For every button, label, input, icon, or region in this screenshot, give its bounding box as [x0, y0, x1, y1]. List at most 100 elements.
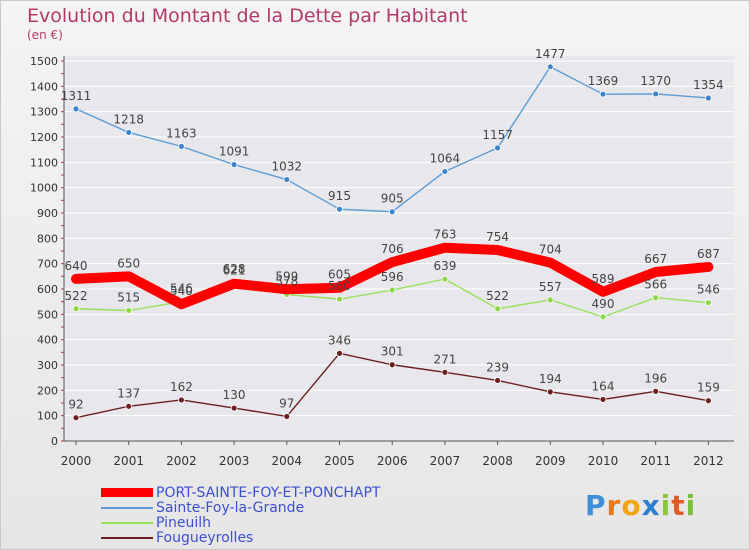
data-label: 1032: [272, 160, 303, 174]
data-label: 1354: [693, 78, 724, 92]
legend-item: Fougueyrolles: [101, 529, 381, 546]
x-tick-label: 2007: [430, 454, 461, 468]
data-point: [125, 129, 133, 136]
data-label: 578: [275, 275, 298, 289]
data-label: 599: [275, 269, 298, 283]
x-tick-label: 2003: [219, 454, 250, 468]
data-point: [283, 176, 291, 183]
y-tick-label: 1300: [30, 106, 58, 119]
data-point: [441, 368, 449, 376]
data-label: 1311: [61, 89, 92, 103]
legend-item: Pineuilh: [101, 514, 381, 531]
legend-swatch: [101, 536, 153, 539]
x-tick-label: 2005: [324, 454, 355, 468]
x-tick-label: 2001: [113, 454, 144, 468]
data-label: 704: [539, 243, 562, 257]
series-line-0: [71, 242, 714, 310]
legend: PORT-SAINTE-FOY-ET-PONCHAPT Sainte-Foy-la…: [101, 484, 381, 546]
data-label: 1477: [535, 47, 566, 61]
y-tick-label: 1400: [30, 80, 58, 93]
legend-swatch: [101, 506, 153, 509]
data-label: 346: [328, 333, 351, 347]
data-point: [441, 168, 449, 175]
brand-letter: o: [621, 489, 642, 522]
y-tick-label: 0: [51, 435, 58, 448]
data-point: [705, 94, 712, 102]
data-label: 490: [592, 297, 615, 311]
data-label: 1157: [482, 128, 513, 142]
data-point: [177, 142, 185, 150]
data-label: 905: [381, 192, 404, 206]
data-label: 650: [117, 256, 140, 270]
data-label: 301: [381, 345, 404, 359]
data-point: [388, 208, 396, 216]
data-point: [336, 205, 343, 213]
data-point: [705, 397, 712, 405]
data-label: 915: [328, 189, 351, 203]
data-label: 162: [170, 380, 193, 394]
data-point: [230, 404, 238, 412]
data-label: 667: [644, 252, 667, 266]
data-label: 557: [539, 280, 562, 294]
data-label: 546: [697, 283, 720, 297]
legend-label: Fougueyrolles: [156, 529, 254, 546]
y-tick-label: 400: [37, 334, 58, 347]
data-point: [388, 361, 396, 369]
y-tick-label: 700: [37, 258, 58, 271]
y-tick-label: 300: [37, 359, 58, 372]
data-label: 621: [223, 264, 246, 278]
data-label: 196: [644, 371, 667, 385]
x-tick-label: 2008: [482, 454, 513, 468]
data-label: 687: [697, 247, 720, 261]
brand-letter: x: [641, 489, 661, 522]
data-label: 522: [65, 289, 88, 303]
data-point: [441, 275, 449, 283]
data-label: 1163: [166, 126, 197, 140]
legend-label: Pineuilh: [156, 514, 212, 531]
legend-item: PORT-SAINTE-FOY-ET-PONCHAPT: [101, 484, 381, 501]
data-point: [336, 349, 343, 357]
data-point: [546, 388, 554, 396]
data-point: [230, 161, 238, 169]
data-label: 164: [592, 379, 615, 393]
data-point: [125, 402, 133, 410]
data-point: [72, 105, 80, 113]
data-point: [652, 387, 660, 395]
brand-letter: P: [585, 489, 607, 522]
data-point: [125, 307, 133, 314]
y-tick-label: 100: [37, 410, 58, 423]
data-label: 1064: [430, 151, 461, 165]
x-tick-label: 2012: [693, 454, 724, 468]
legend-label: PORT-SAINTE-FOY-ET-PONCHAPT: [156, 484, 381, 501]
data-label: 1218: [113, 112, 144, 126]
data-label: 640: [65, 259, 88, 273]
brand-letter: i: [685, 489, 697, 522]
chart-title: Evolution du Montant de la Dette par Hab…: [27, 5, 468, 27]
data-point: [705, 299, 712, 307]
data-label: 605: [328, 268, 351, 282]
brand-logo: Proxiti: [585, 489, 696, 522]
unit-label: (en €): [27, 28, 63, 42]
data-label: 639: [433, 259, 456, 273]
x-tick-label: 2009: [535, 454, 566, 468]
data-point: [494, 305, 502, 313]
x-tick-label: 2004: [272, 454, 303, 468]
y-tick-label: 800: [37, 232, 58, 245]
data-point: [494, 377, 502, 384]
data-label: 540: [170, 284, 193, 298]
data-point: [599, 313, 607, 321]
y-tick-label: 900: [37, 207, 58, 220]
y-tick-label: 1100: [30, 156, 58, 169]
data-label: 159: [697, 381, 720, 395]
x-tick-label: 2002: [166, 454, 197, 468]
data-label: 1091: [219, 145, 250, 159]
data-label: 137: [117, 386, 140, 400]
plot-area: [64, 56, 734, 441]
brand-letter: r: [606, 489, 622, 522]
y-tick-label: 600: [37, 283, 58, 296]
brand-letter: t: [671, 489, 686, 522]
x-tick-label: 2011: [640, 454, 671, 468]
data-point: [72, 305, 80, 313]
